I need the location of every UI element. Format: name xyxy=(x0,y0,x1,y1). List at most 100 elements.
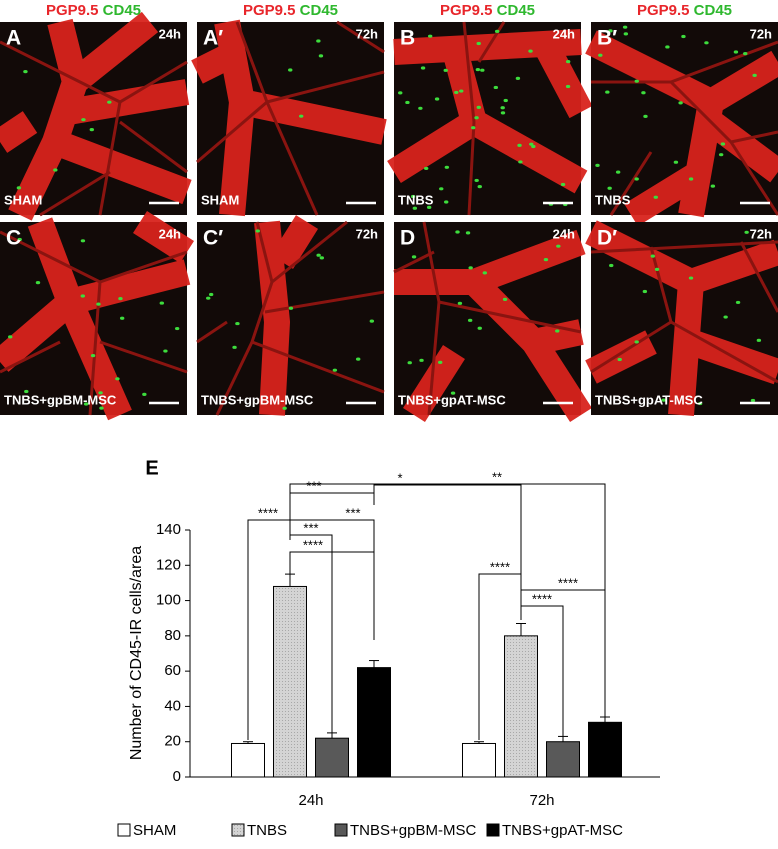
micrograph: B′ 72h TNBS xyxy=(585,22,778,227)
cd45-cell xyxy=(83,402,89,406)
significance-label: **** xyxy=(558,575,578,590)
nerve-fibers xyxy=(0,230,188,416)
panel-condition: TNBS xyxy=(595,192,631,207)
cd45-cell xyxy=(634,177,639,181)
y-axis-label: Number of CD45-IR cells/area xyxy=(128,546,145,760)
nerve-network xyxy=(585,220,778,416)
panel-condition: TNBS+gpBM-MSC xyxy=(201,392,314,407)
micrograph: C′ 72h TNBS+gpBM-MSC xyxy=(196,215,385,416)
cd45-cell xyxy=(8,335,13,339)
cd45-cell xyxy=(405,100,410,105)
cd45-cell xyxy=(355,357,361,361)
cd45-cell xyxy=(476,41,481,46)
significance-bracket xyxy=(289,534,333,735)
micrograph: D′ 72h TNBS+gpAT-MSC xyxy=(585,220,778,416)
significance-label: *** xyxy=(303,520,318,535)
legend-label: TNBS xyxy=(247,822,287,839)
cd45-cell xyxy=(24,389,29,394)
y-tick-label: 120 xyxy=(156,556,181,573)
significance-bracket xyxy=(289,492,375,505)
cd45-cell xyxy=(528,49,533,53)
cd45-cell xyxy=(89,128,95,132)
cd45-cell xyxy=(407,361,412,365)
cd45-cell xyxy=(471,126,476,130)
cd45-cell xyxy=(704,41,709,45)
cd45-cell xyxy=(642,289,648,294)
cd45-cell xyxy=(419,358,424,362)
panel-letter: C′ xyxy=(203,227,223,250)
nerve-network xyxy=(254,215,319,416)
cd45-cell xyxy=(650,254,656,258)
cd45-cell xyxy=(617,357,622,362)
cd45-cell xyxy=(80,294,85,298)
significance-bracket xyxy=(289,483,606,600)
bar xyxy=(273,585,307,778)
cd45-cell xyxy=(142,392,147,397)
cd45-cell xyxy=(411,255,417,259)
y-tick-label: 40 xyxy=(164,697,181,714)
legend-label: TNBS+gpAT-MSC xyxy=(502,822,623,839)
cd45-cell xyxy=(733,50,739,54)
cd45-cell xyxy=(118,297,123,301)
micrograph: B 24h TNBS xyxy=(387,21,593,216)
cd45-cell xyxy=(598,53,603,57)
cd45-cell xyxy=(80,239,86,243)
cd45-cell xyxy=(423,166,429,171)
cd45-cell xyxy=(255,229,260,233)
cd45-cell xyxy=(529,142,534,146)
panel-letter: C xyxy=(6,227,21,250)
nerve-fibers xyxy=(196,20,385,216)
cd45-cell xyxy=(475,67,481,72)
cd45-cell xyxy=(641,91,646,95)
cd45-cell xyxy=(661,398,666,402)
cd45-cell xyxy=(565,84,571,89)
cd45-cell xyxy=(756,338,762,342)
nerve-network xyxy=(394,229,592,423)
cd45-cell xyxy=(81,118,86,122)
cd45-cell xyxy=(653,195,658,199)
bar xyxy=(588,721,622,778)
nerve-fibers xyxy=(591,40,778,216)
cd45-cell xyxy=(560,182,566,187)
cd45-cell xyxy=(17,237,22,242)
cd45-cell xyxy=(502,297,508,301)
cd45-cell xyxy=(465,231,471,235)
cd45-cell xyxy=(174,326,180,331)
cd45-cell xyxy=(688,177,694,181)
cd45-cell xyxy=(643,114,648,118)
micrograph: A′ 72h SHAM xyxy=(191,19,387,217)
cd45-cell xyxy=(482,271,488,275)
cd45-cell xyxy=(493,85,499,90)
legend-label: SHAM xyxy=(133,822,176,839)
bar xyxy=(315,737,349,778)
panel-condition: TNBS xyxy=(398,192,434,207)
stain-red: PGP9.5 xyxy=(440,2,493,19)
panel-time: 24h xyxy=(553,26,575,41)
micrograph: C 24h TNBS+gpBM-MSC xyxy=(0,211,194,421)
legend-swatch xyxy=(231,823,245,837)
cd45-cell xyxy=(688,276,694,280)
panel-time: 72h xyxy=(356,226,378,241)
cd45-cell xyxy=(459,89,464,93)
significance-label: **** xyxy=(490,559,510,574)
y-tick-label: 60 xyxy=(164,662,181,679)
cd45-cell xyxy=(518,160,523,164)
stain-header: PGP9.5 CD45 xyxy=(243,2,338,19)
panel-condition: SHAM xyxy=(4,192,42,207)
panel-letter: A′ xyxy=(203,27,223,50)
bar xyxy=(462,742,496,778)
panel-label: E xyxy=(145,457,158,479)
cd45-cell xyxy=(418,106,423,110)
cd45-cell xyxy=(99,406,104,410)
cd45-cell xyxy=(282,406,287,410)
cd45-cell xyxy=(454,90,459,95)
cd45-cell xyxy=(503,98,508,103)
cd45-cell xyxy=(681,34,686,39)
stain-header: PGP9.5 CD45 xyxy=(637,2,732,19)
cd45-cell xyxy=(23,70,28,74)
panel-letter: B′ xyxy=(597,27,617,50)
cd45-cell xyxy=(438,360,443,365)
cd45-cell xyxy=(615,170,621,174)
cd45-cell xyxy=(556,244,561,248)
cd45-cell xyxy=(474,178,479,183)
